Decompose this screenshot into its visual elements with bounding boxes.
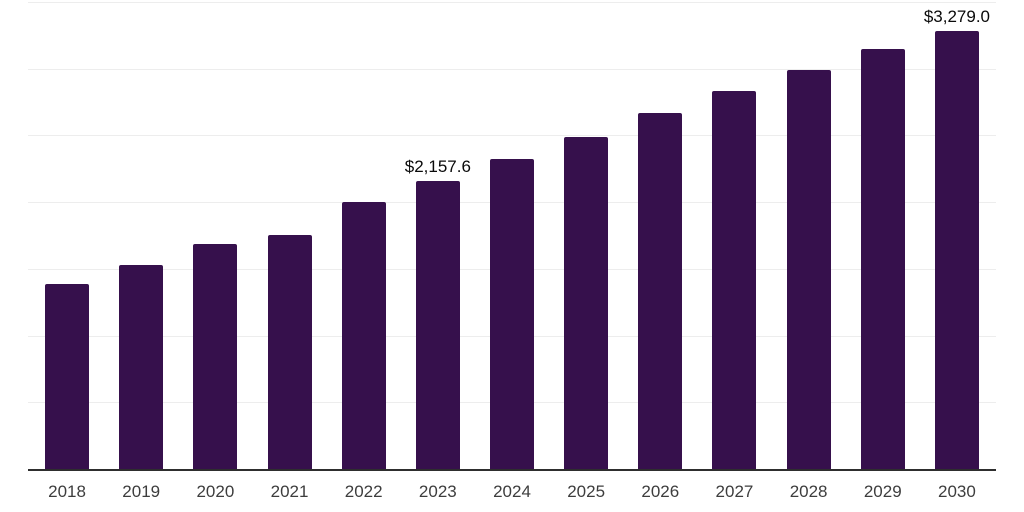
x-tick-label-2022: 2022 <box>344 482 383 501</box>
value-label-2023: $2,157.6 <box>404 157 471 177</box>
x-tick-label-2028: 2028 <box>789 482 828 501</box>
x-tick-label-2025: 2025 <box>567 482 606 501</box>
bar-2026 <box>638 113 683 469</box>
gridline-3500 <box>28 2 996 3</box>
x-tick-label-2030: 2030 <box>938 482 976 501</box>
x-tick-label-2024: 2024 <box>493 482 531 501</box>
x-tick-label-2018: 2018 <box>48 482 86 501</box>
bar-2024 <box>490 158 534 469</box>
x-tick-label-2019: 2019 <box>122 482 161 501</box>
gridline-2500 <box>28 135 996 137</box>
bar-2025 <box>564 136 609 469</box>
bar-2020 <box>193 243 238 469</box>
bar-2029 <box>860 48 905 469</box>
bar-2023 <box>415 181 460 469</box>
x-tick-label-2026: 2026 <box>641 482 680 501</box>
bar-2028 <box>786 70 831 469</box>
bar-2030 <box>934 31 979 469</box>
x-tick-label-2020: 2020 <box>196 482 235 501</box>
gridline-3000 <box>28 68 996 70</box>
value-label-2030: $3,279.0 <box>923 7 991 27</box>
x-tick-label-2023: 2023 <box>418 482 457 501</box>
bar-2021 <box>267 234 312 469</box>
bar-2018 <box>45 284 90 469</box>
x-axis-line <box>28 469 996 471</box>
x-tick-label-2029: 2029 <box>863 482 902 501</box>
bar-2019 <box>119 264 164 469</box>
x-tick-label-2021: 2021 <box>270 482 309 501</box>
bar-2027 <box>712 90 757 469</box>
bar-2022 <box>341 202 386 469</box>
x-tick-label-2027: 2027 <box>715 482 754 501</box>
